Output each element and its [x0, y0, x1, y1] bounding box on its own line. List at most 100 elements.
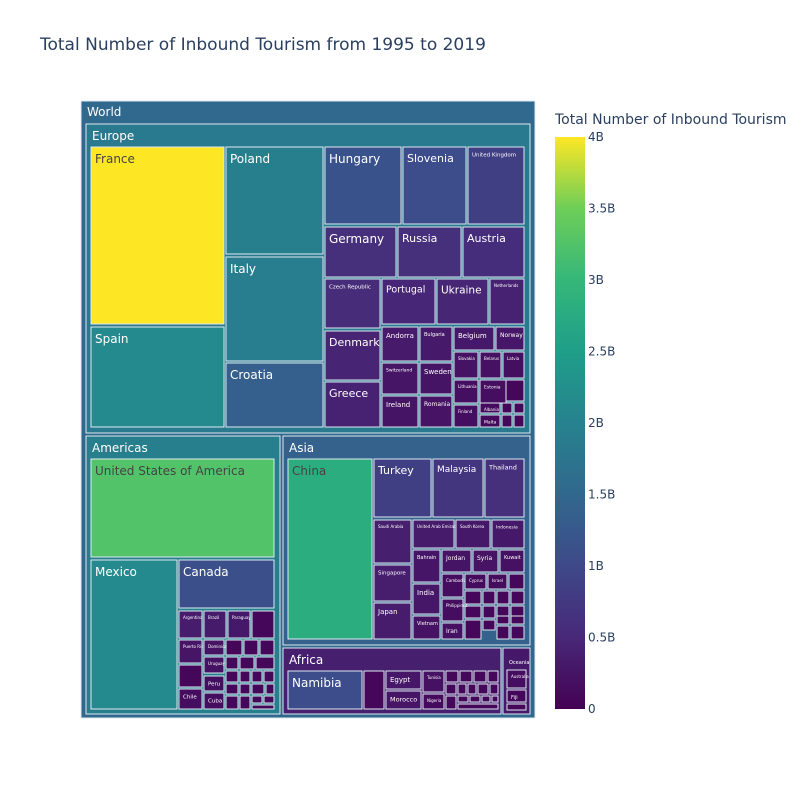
country-tile-united-states-of-america[interactable]: [90, 458, 275, 558]
small-country-tile[interactable]: [263, 695, 275, 704]
country-tile-france[interactable]: [90, 146, 225, 325]
small-country-tile[interactable]: [491, 695, 499, 703]
country-tile-south-korea[interactable]: [455, 519, 491, 549]
small-country-tile[interactable]: [265, 683, 275, 695]
country-tile-hungary[interactable]: [324, 146, 402, 225]
country-tile-cyprus[interactable]: [464, 573, 487, 590]
small-country-tile[interactable]: [467, 683, 477, 695]
small-country-tile[interactable]: [251, 670, 263, 683]
small-country-tile[interactable]: [243, 639, 259, 656]
country-tile-india[interactable]: [412, 583, 441, 615]
country-tile-cuba[interactable]: [203, 692, 225, 710]
country-tile-nigeria[interactable]: [422, 693, 445, 710]
country-tile-mexico[interactable]: [90, 559, 178, 710]
small-country-tile[interactable]: [259, 639, 275, 656]
country-tile-czech-republic[interactable]: [324, 278, 381, 329]
small-country-tile[interactable]: [506, 703, 527, 711]
country-tile-switzerland[interactable]: [381, 362, 419, 395]
small-country-tile[interactable]: [255, 656, 275, 670]
small-country-tile[interactable]: [510, 615, 525, 625]
small-country-tile[interactable]: [513, 414, 525, 428]
country-tile-turkey[interactable]: [373, 458, 432, 518]
country-tile-australia[interactable]: [506, 669, 527, 689]
country-tile-greece[interactable]: [324, 381, 381, 428]
small-country-tile[interactable]: [445, 670, 459, 683]
country-tile-united-arab-emirates[interactable]: [412, 519, 455, 549]
country-tile-namibia[interactable]: [287, 670, 363, 710]
country-tile-slovakia[interactable]: [453, 351, 479, 379]
small-country-tile[interactable]: [469, 695, 481, 703]
country-tile-lithuania[interactable]: [453, 379, 479, 404]
country-tile-saudi-arabia[interactable]: [373, 519, 412, 564]
small-country-tile[interactable]: [513, 402, 525, 414]
country-tile-jordan[interactable]: [441, 549, 472, 573]
country-tile-portugal[interactable]: [381, 278, 436, 325]
country-tile-norway[interactable]: [495, 326, 525, 351]
small-country-tile[interactable]: [501, 414, 513, 428]
small-country-tile[interactable]: [225, 695, 239, 710]
country-tile-singapore[interactable]: [373, 564, 412, 602]
country-tile-vietnam[interactable]: [412, 615, 441, 640]
small-country-tile[interactable]: [457, 703, 499, 710]
country-tile-austria[interactable]: [462, 226, 525, 278]
small-country-tile[interactable]: [263, 670, 275, 683]
small-country-tile[interactable]: [496, 615, 510, 625]
country-tile-united-kingdom[interactable]: [467, 146, 525, 225]
small-country-tile[interactable]: [178, 664, 203, 688]
country-tile-iran[interactable]: [441, 622, 464, 640]
small-country-tile[interactable]: [510, 625, 525, 640]
small-country-tile[interactable]: [251, 704, 275, 710]
small-country-tile[interactable]: [473, 670, 487, 683]
small-country-tile[interactable]: [464, 605, 482, 619]
small-country-tile[interactable]: [239, 683, 251, 695]
small-country-tile[interactable]: [239, 695, 251, 710]
country-tile-morocco[interactable]: [385, 690, 422, 710]
country-tile-andorra[interactable]: [381, 326, 419, 362]
country-tile-malaysia[interactable]: [432, 458, 484, 518]
country-tile-brazil[interactable]: [203, 610, 227, 639]
small-country-tile[interactable]: [459, 670, 473, 683]
country-tile-japan[interactable]: [373, 602, 412, 640]
country-tile-philippines[interactable]: [441, 598, 464, 622]
country-tile-argentina[interactable]: [178, 610, 203, 639]
small-country-tile[interactable]: [225, 670, 239, 683]
country-tile-thailand[interactable]: [484, 458, 525, 518]
country-tile-albania[interactable]: [479, 402, 501, 414]
small-country-tile[interactable]: [363, 670, 385, 710]
country-tile-china[interactable]: [287, 458, 373, 640]
country-tile-puerto-rico[interactable]: [178, 639, 203, 664]
small-country-tile[interactable]: [445, 695, 457, 710]
small-country-tile[interactable]: [464, 619, 482, 640]
country-tile-sweden[interactable]: [419, 362, 453, 395]
country-tile-dominica[interactable]: [203, 639, 225, 656]
country-tile-indonesia[interactable]: [491, 519, 525, 549]
country-tile-bulgaria[interactable]: [419, 326, 453, 362]
small-country-tile[interactable]: [225, 656, 239, 670]
country-tile-malta[interactable]: [479, 414, 501, 428]
country-tile-croatia[interactable]: [225, 362, 324, 428]
country-tile-romania[interactable]: [419, 395, 453, 428]
small-country-tile[interactable]: [510, 590, 525, 605]
small-country-tile[interactable]: [251, 610, 275, 639]
country-tile-canada[interactable]: [178, 559, 275, 609]
country-tile-peru[interactable]: [203, 675, 225, 692]
small-country-tile[interactable]: [251, 683, 265, 695]
small-country-tile[interactable]: [464, 590, 482, 605]
country-tile-cambodia[interactable]: [441, 573, 464, 598]
small-country-tile[interactable]: [457, 695, 469, 703]
small-country-tile[interactable]: [501, 402, 513, 414]
country-tile-ukraine[interactable]: [436, 278, 489, 325]
country-tile-belarus[interactable]: [479, 351, 502, 379]
country-tile-israel[interactable]: [487, 573, 508, 590]
small-country-tile[interactable]: [481, 695, 491, 703]
small-country-tile[interactable]: [225, 639, 243, 656]
country-tile-italy[interactable]: [225, 256, 324, 362]
small-country-tile[interactable]: [496, 625, 510, 640]
country-tile-finland[interactable]: [453, 404, 479, 428]
small-country-tile[interactable]: [477, 683, 489, 695]
country-tile-ireland[interactable]: [381, 395, 419, 428]
country-tile-bahrain[interactable]: [412, 549, 441, 583]
country-tile-paraguay[interactable]: [227, 610, 251, 639]
small-country-tile[interactable]: [251, 695, 263, 704]
small-country-tile[interactable]: [225, 683, 239, 695]
